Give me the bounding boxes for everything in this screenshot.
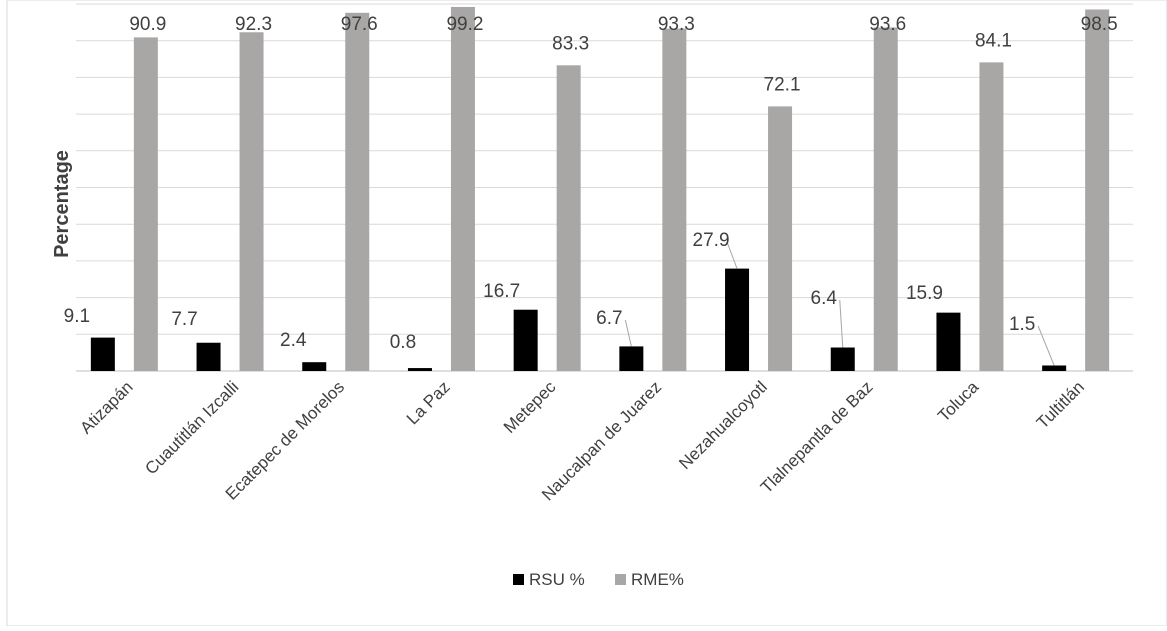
bar-rme-7 (873, 27, 898, 371)
bar-rsu-7 (830, 347, 855, 371)
leader-line-rsu-9 (1037, 325, 1055, 366)
legend-swatch-0 (513, 574, 524, 585)
bar-rsu-3 (407, 368, 432, 371)
leader-line-rsu-5 (624, 319, 632, 347)
data-label-rsu-0: 9.1 (64, 306, 90, 327)
data-label-rsu-7: 6.4 (811, 288, 838, 309)
data-label-rme-0: 90.9 (129, 14, 166, 35)
bar-rme-5 (662, 28, 687, 372)
bars (90, 6, 1110, 372)
data-label-rsu-3: 0.8 (390, 332, 416, 353)
data-label-rsu-4: 16.7 (483, 281, 520, 302)
data-label-rme-8: 84.1 (975, 30, 1012, 51)
bar-rsu-5 (619, 346, 644, 371)
leader-line-rsu-7 (839, 299, 844, 348)
chart-border (6, 0, 1167, 627)
bar-rsu-4 (513, 309, 538, 371)
data-label-rme-4: 83.3 (552, 33, 589, 54)
data-label-rme-1: 92.3 (235, 14, 272, 35)
bar-rme-9 (1085, 9, 1110, 371)
data-label-rsu-6: 27.9 (693, 230, 730, 251)
data-label-rme-3: 99.2 (446, 14, 483, 35)
bar-rme-2 (345, 12, 370, 371)
bar-rsu-6 (725, 268, 750, 371)
legend: RSU % RME% (513, 570, 684, 589)
legend-label-0: RSU % (529, 570, 585, 589)
bar-rme-8 (979, 62, 1004, 372)
bar-rme-3 (450, 6, 475, 371)
data-label-rsu-5: 6.7 (596, 308, 622, 329)
data-labels: 90.9 9.1 92.3 7.7 97.6 2.4 99.2 0.8 83.3 16.7 93.3… (64, 14, 1118, 353)
data-label-rsu-1: 7.7 (171, 309, 197, 330)
data-label-rsu-9: 1.5 (1009, 314, 1035, 335)
legend-swatch-1 (615, 574, 626, 585)
data-label-rme-2: 97.6 (341, 14, 378, 35)
y-axis-title: Percentage (51, 150, 73, 258)
bar-rme-0 (133, 37, 158, 371)
data-label-rsu-8: 15.9 (906, 283, 943, 304)
leader-line-rsu-6 (726, 241, 738, 269)
bar-rme-4 (556, 65, 581, 371)
legend-label-1: RME% (631, 570, 684, 589)
data-label-rme-7: 93.6 (869, 14, 906, 35)
bar-rsu-9 (1042, 365, 1067, 371)
bar-rsu-2 (302, 362, 327, 371)
bar-rsu-8 (936, 312, 961, 371)
bar-rsu-0 (90, 337, 115, 371)
data-label-rme-6: 72.1 (764, 74, 801, 95)
bar-rme-1 (239, 32, 264, 371)
data-label-rme-9: 98.5 (1081, 14, 1118, 35)
bar-rme-6 (768, 106, 793, 371)
leader-lines (624, 241, 1055, 366)
data-label-rsu-2: 2.4 (280, 330, 307, 351)
data-label-rme-5: 93.3 (658, 14, 695, 35)
bar-rsu-1 (196, 342, 221, 371)
